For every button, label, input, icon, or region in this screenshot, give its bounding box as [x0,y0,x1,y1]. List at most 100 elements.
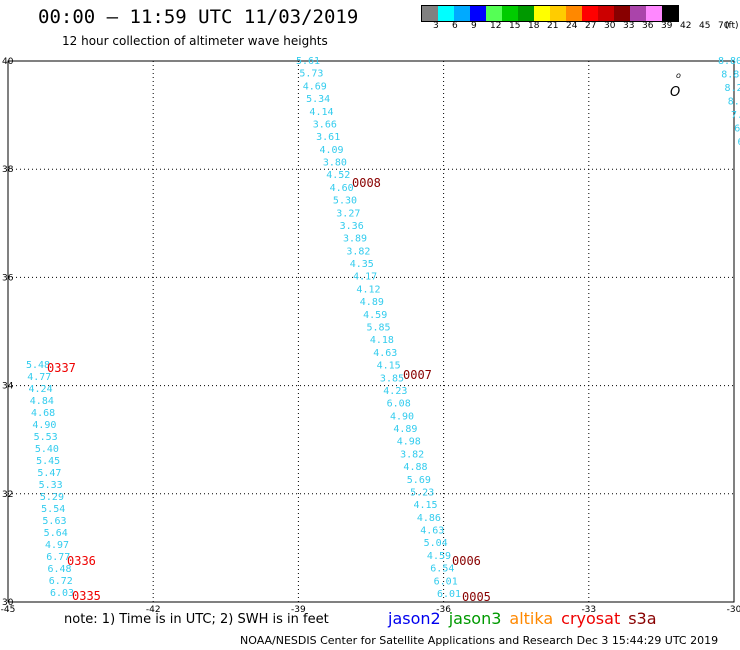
wave-height-value: 6.6 [734,124,740,135]
satellite-legend-s3a: s3a [628,609,657,628]
wave-height-value: 4.15 [377,361,401,372]
legend-swatch [598,6,614,21]
map-title: 00:00 – 11:59 UTC 11/03/2019 [38,6,359,28]
wave-height-value: 5.30 [333,196,357,207]
legend-label: 15 [509,21,521,31]
lat-tick-label: 36 [2,273,14,283]
legend-label: 27 [585,21,597,31]
time-stamp-label: 0008 [352,176,381,190]
wave-height-value: 5.85 [367,323,391,334]
wave-height-value: 5.33 [39,480,63,491]
wave-height-value: 5.40 [35,444,59,455]
wave-height-value: 5.63 [42,516,66,527]
wave-height-value: 3.61 [316,132,340,143]
legend-label: 42 [680,21,692,31]
wave-height-value: 7.3 [731,110,740,121]
legend-swatch [422,6,438,21]
wave-height-value: 8.80 [718,56,740,67]
legend-swatch [566,6,582,21]
wave-height-value: 6.77 [46,552,70,563]
legend-swatch [630,6,646,21]
wave-height-value: 3.80 [323,158,347,169]
wave-height-value: 4.59 [363,310,387,321]
wave-height-value: 3.85 [380,373,404,384]
legend-label: 6 [452,21,458,31]
wave-height-value: 6.01 [434,576,458,587]
map-subtitle: 12 hour collection of altimeter wave hei… [62,34,328,48]
legend-swatch [614,6,630,21]
wave-height-value: 3.66 [313,119,337,130]
satellite-legend-cryosat: cryosat [561,609,621,628]
legend-label: 45 [699,21,711,31]
wave-height-value: 6.08 [387,399,411,410]
wave-height-value: 3.36 [340,221,364,232]
wave-height-value: 4.84 [30,396,54,407]
time-stamp-label: 0335 [72,589,101,603]
legend-label: 33 [623,21,635,31]
wave-height-value: 4.12 [356,284,380,295]
satellite-legend-altika: altika [509,609,554,628]
lon-tick-label: -33 [581,605,596,615]
wave-height-value: 5.73 [299,69,323,80]
time-stamp-label: 0337 [47,361,76,375]
wave-height-value: 3.89 [343,234,367,245]
wave-height-value: 5.23 [410,487,434,498]
legend-label: 30 [604,21,616,31]
lon-tick-label: -39 [291,605,306,615]
lon-tick-label: -45 [1,605,16,615]
lon-tick-label: -30 [727,605,740,615]
time-stamp-label: 0336 [67,554,96,568]
wave-height-value: 3.82 [400,449,424,460]
legend-swatch [662,6,678,21]
wave-height-value: 4.86 [417,513,441,524]
lat-tick-label: 32 [2,490,13,500]
wave-height-value: 5.45 [36,456,60,467]
legend-label: 24 [566,21,578,31]
wave-height-value: 4.90 [32,420,56,431]
wave-height-value: 6 [738,137,740,148]
wave-height-value: 6.72 [49,576,73,587]
wave-height-value: 4.14 [309,107,333,118]
wave-height-value: 4.97 [45,540,69,551]
legend-label: (ft) [725,21,739,31]
wave-height-value: 4.69 [303,81,327,92]
wave-height-value: 4.52 [326,170,350,181]
wave-height-value: 4.59 [427,551,451,562]
legend-swatch [454,6,470,21]
wave-height-value: 4.23 [383,386,407,397]
wave-height-value: 4.24 [29,384,53,395]
legend-swatch [550,6,566,21]
wave-height-value: 4.09 [320,145,344,156]
legend-swatch [582,6,598,21]
legend-label: 39 [661,21,673,31]
wave-height-value: 8.21 [725,83,740,94]
wave-height-value: 4.77 [27,372,51,383]
map-frame [7,60,735,603]
legend-label: 9 [471,21,477,31]
island-label: o [676,71,681,80]
legend-label: 21 [547,21,559,31]
satellite-legend-jason3: jason3 [448,609,502,628]
time-stamp-label: 0005 [462,590,491,604]
legend-swatch [470,6,486,21]
wave-height-value: 4.63 [373,348,397,359]
wave-height-value: 4.60 [330,183,354,194]
island-label: O [670,85,680,100]
wave-height-value: 4.98 [397,437,421,448]
legend-label: 70 [718,21,730,31]
wave-height-color-legend [421,5,679,22]
legend-swatch [438,6,454,21]
satellite-legend-jason2: jason2 [388,609,441,628]
wave-height-value: 4.89 [393,424,417,435]
wave-height-value: 3.27 [336,208,360,219]
wave-height-value: 5.47 [37,468,61,479]
wave-height-value: 5.69 [407,475,431,486]
wave-height-value: 4.18 [370,335,394,346]
lat-tick-label: 30 [2,598,14,608]
legend-label: 12 [490,21,502,31]
wave-height-value: 8.88 [721,70,740,81]
wave-height-value: 6.03 [50,588,74,599]
wave-height-value: 3.82 [346,246,370,257]
wave-height-value: 5.48 [26,360,50,371]
legend-label: 3 [433,21,439,31]
